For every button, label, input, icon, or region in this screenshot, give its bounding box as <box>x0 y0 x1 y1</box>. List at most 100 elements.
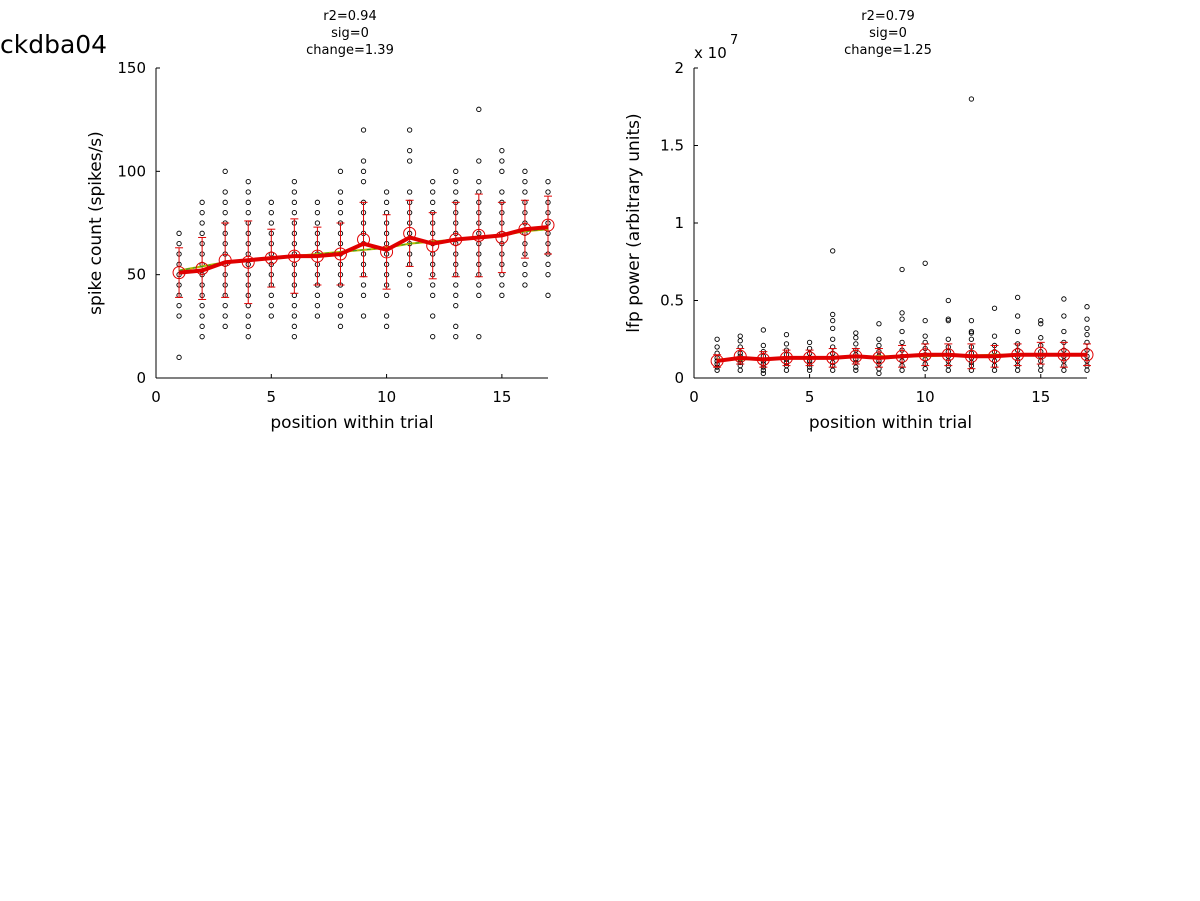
trial-point <box>830 336 836 342</box>
mean-marker <box>195 261 209 275</box>
trial-point <box>430 334 436 340</box>
trial-point <box>291 292 298 298</box>
trial-point <box>383 292 390 298</box>
trial-point <box>783 331 790 338</box>
trial-point <box>1084 316 1090 322</box>
mean-marker <box>964 349 978 363</box>
trial-point <box>453 303 459 309</box>
mean-marker <box>172 266 186 280</box>
trial-point <box>760 370 767 376</box>
trial-point <box>737 367 743 373</box>
trial-point <box>968 330 975 336</box>
trial-point <box>245 189 251 195</box>
y-tick-label: 2 <box>674 59 684 77</box>
trial-point <box>545 261 551 267</box>
trial-point <box>545 179 551 185</box>
y-tick-label: 1.5 <box>660 137 684 155</box>
stat-annotation: sig=0 <box>331 26 369 41</box>
y-tick-label: 0 <box>136 369 146 387</box>
trial-point <box>714 367 720 373</box>
trial-point <box>222 168 228 174</box>
trial-point <box>499 148 505 154</box>
trial-point <box>830 248 836 254</box>
trial-point <box>476 158 482 164</box>
trial-point <box>199 220 205 226</box>
mean-marker <box>472 228 486 242</box>
y-axis-label: lfp power (arbitrary units) <box>624 113 644 332</box>
mean-marker <box>241 255 255 269</box>
trial-point <box>453 323 459 329</box>
mean-marker <box>941 348 955 362</box>
trial-point <box>314 303 321 309</box>
trial-point <box>268 199 274 205</box>
trial-point <box>245 323 251 329</box>
trial-point <box>830 325 836 332</box>
trial-point <box>222 199 228 205</box>
trial-point <box>453 292 459 298</box>
trial-point <box>945 317 951 324</box>
trial-point <box>1061 313 1067 319</box>
trial-point <box>337 323 344 329</box>
trial-point <box>876 321 882 327</box>
trial-point <box>383 323 390 329</box>
x-tick-label: 15 <box>492 388 511 406</box>
trial-point <box>1061 328 1067 335</box>
stat-annotation: change=1.25 <box>844 43 932 58</box>
trial-point <box>922 317 928 324</box>
trial-point <box>406 282 413 288</box>
trial-point <box>314 210 321 216</box>
mean-marker <box>733 349 747 363</box>
x-tick-label: 10 <box>916 388 935 406</box>
trial-point <box>737 338 743 344</box>
trial-point <box>245 303 251 309</box>
mean-marker <box>495 230 509 244</box>
trial-point <box>476 106 482 112</box>
trial-point <box>945 336 951 342</box>
trial-point <box>337 199 344 205</box>
trial-point <box>1038 317 1044 324</box>
trial-point <box>783 367 790 373</box>
trial-point <box>453 179 459 185</box>
x-tick-label: 5 <box>267 388 277 406</box>
trial-point <box>406 272 413 278</box>
mean-marker <box>849 349 863 363</box>
y-tick-label: 1 <box>674 214 684 232</box>
trial-point <box>1014 313 1021 319</box>
mean-marker <box>403 226 417 240</box>
trial-point <box>176 354 182 360</box>
y-tick-label: 0.5 <box>660 292 684 310</box>
trial-point <box>945 297 951 304</box>
trial-point <box>360 313 367 319</box>
trial-point <box>830 317 836 324</box>
trial-point <box>314 199 321 205</box>
trial-point <box>176 230 182 236</box>
mean-marker <box>895 349 909 363</box>
trial-point <box>245 199 251 205</box>
trial-point <box>430 189 436 195</box>
trial-point <box>245 334 251 340</box>
trial-point <box>522 168 528 174</box>
trial-point <box>830 367 836 373</box>
mean-marker <box>872 351 886 365</box>
trial-point <box>383 199 390 205</box>
mean-marker <box>710 354 724 368</box>
trial-point <box>1061 367 1067 373</box>
trial-point <box>337 313 344 319</box>
trial-point <box>853 335 859 341</box>
y-tick-label: 100 <box>117 162 146 180</box>
trial-point <box>245 210 251 216</box>
trial-point <box>199 313 205 319</box>
trial-point <box>737 333 743 339</box>
trial-point <box>991 367 998 373</box>
stat-annotation: sig=0 <box>869 26 907 41</box>
trial-point <box>360 179 367 185</box>
trial-point <box>945 367 951 373</box>
trial-point <box>360 292 367 298</box>
trial-point <box>899 316 905 322</box>
trial-point <box>430 282 436 288</box>
trial-point <box>499 189 505 195</box>
mean-marker <box>1034 346 1048 360</box>
trial-point <box>360 282 367 288</box>
